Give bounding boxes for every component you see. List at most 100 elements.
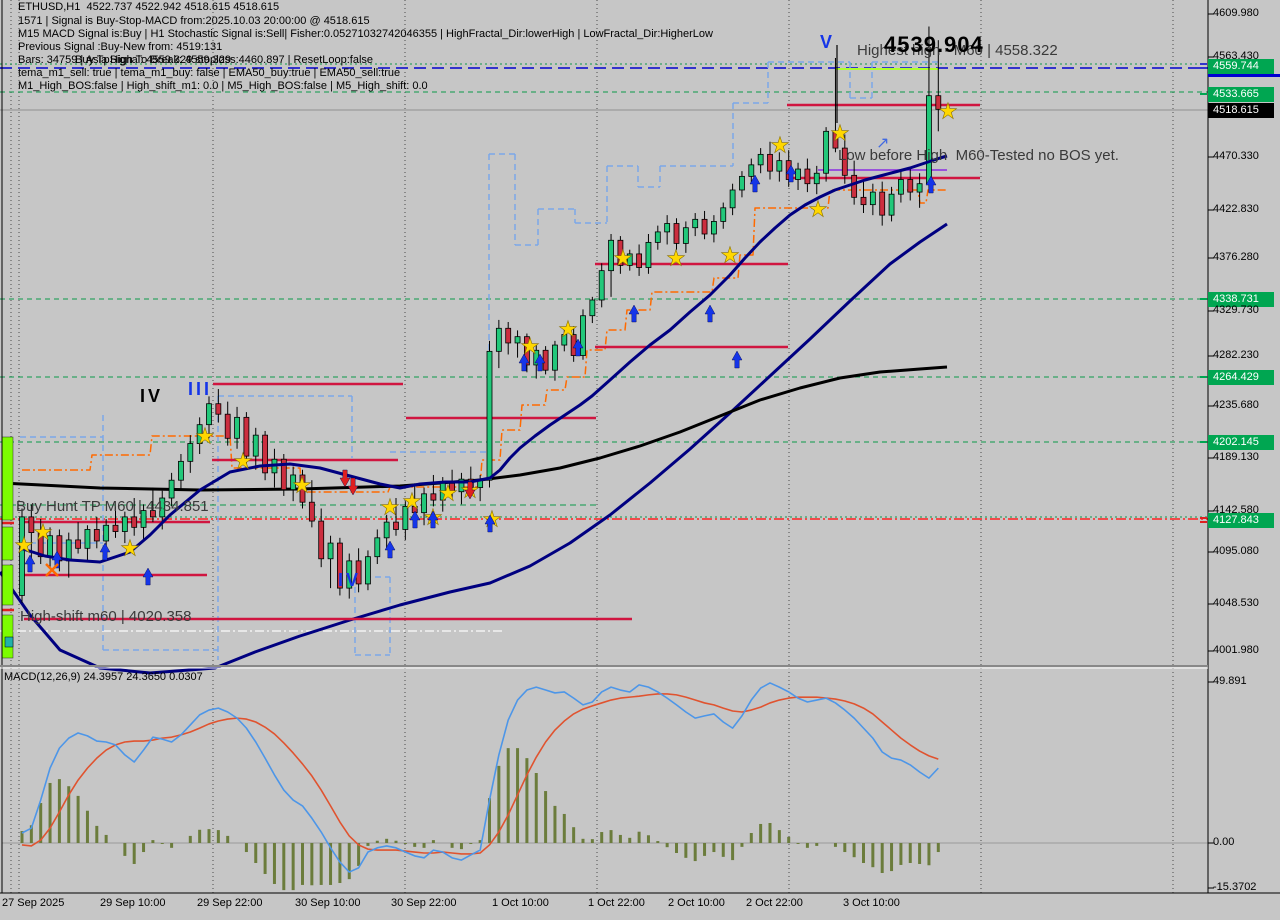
star-signal-icon: ★ — [520, 335, 540, 360]
price-tick-label: 49.891 — [1213, 675, 1247, 687]
buy-arrow-icon — [427, 510, 439, 529]
star-signal-icon: ★ — [938, 100, 958, 125]
left-range-bar — [1, 436, 14, 659]
time-tick-label: 29 Sep 22:00 — [197, 897, 263, 909]
ema-slow-line — [0, 222, 948, 675]
time-tick-label: 1 Oct 10:00 — [492, 897, 549, 909]
time-tick-label: 29 Sep 10:00 — [100, 897, 166, 909]
price-tick-label: 4470.330 — [1213, 150, 1259, 162]
wave-label-iv-1: IV — [140, 386, 164, 406]
price-tick-label: 4264.429 — [1208, 369, 1274, 385]
annotation-low-before-high: Low before High M60-Tested no BOS yet. — [838, 147, 1119, 164]
price-axis[interactable]: 4609.980 4563.430 4559.744 4533.665 4518.615… — [1208, 0, 1280, 893]
macd-indicator-label: MACD(12,26,9) 24.3957 24.3650 0.0307 — [4, 671, 203, 683]
time-tick-label: 2 Oct 22:00 — [746, 897, 803, 909]
time-tick-label: 27 Sep 2025 — [2, 897, 65, 909]
price-tick-label: 4189.130 — [1213, 451, 1259, 463]
buy-arrow-icon — [572, 338, 584, 357]
bars-info-line: Bars: 34759 | Asia High To Break: 4559.3… — [18, 54, 232, 66]
buy-arrow-icon — [704, 304, 716, 323]
sell-arrow-icon — [339, 469, 351, 488]
buy-arrow-icon — [24, 554, 36, 573]
price-tick-label: 4048.530 — [1213, 597, 1259, 609]
time-tick-label: 3 Oct 10:00 — [843, 897, 900, 909]
price-tick-label: 4001.980 — [1213, 644, 1259, 656]
buy-arrow-icon — [484, 514, 496, 533]
buy-arrow-icon — [731, 350, 743, 369]
star-signal-icon: ★ — [808, 198, 828, 223]
bos-status-line: M1_High_BOS:false | High_shift_m1: 0.0 |… — [18, 80, 428, 92]
sell-arrow-icon — [347, 477, 359, 496]
buy-arrow-icon — [628, 304, 640, 323]
star-signal-icon: ★ — [613, 247, 633, 272]
symbol-ohlc-line: ETHUSD,H1 4522.737 4522.942 4518.615 451… — [18, 1, 280, 13]
annotation-high-shift: High-shift m60 | 4020.358 — [20, 608, 192, 625]
signal-markers: ★★★★★★★★★★★★★★★★★★★★★↗ — [14, 99, 958, 586]
previous-signal-line: Previous Signal :Buy-New from: 4519:131 — [18, 41, 223, 53]
tema-status-line: tema_m1_sell: true | tema_m1_buy: false … — [18, 67, 401, 79]
resistance-segments — [24, 68, 980, 621]
buy-arrow-icon — [925, 175, 937, 194]
star-signal-icon: ★ — [380, 496, 400, 521]
star-signal-icon: ★ — [14, 534, 34, 559]
annotation-highest-high: Highest high - M60 | 4558.322 — [857, 42, 1058, 59]
price-tick-label: 4095.080 — [1213, 545, 1259, 557]
star-signal-icon: ★ — [438, 482, 458, 507]
buy-arrow-icon — [99, 542, 111, 561]
sell-arrow-icon — [464, 481, 476, 500]
buy-arrow-icon — [518, 353, 530, 372]
star-signal-icon: ★ — [666, 247, 686, 272]
star-signal-icon: ★ — [558, 318, 578, 343]
price-tick-label: -15.3702 — [1213, 881, 1257, 893]
price-tick-label: 0.00 — [1213, 836, 1235, 848]
star-signal-icon: ★ — [402, 490, 422, 515]
buy-arrow-icon — [409, 510, 421, 529]
pane-frames — [0, 0, 1280, 894]
buy-arrow-icon — [51, 550, 63, 569]
price-tick-label: 4235.680 — [1213, 399, 1259, 411]
price-tick-label: 4609.980 — [1213, 7, 1259, 19]
price-tick-label: 4329.730 — [1213, 304, 1259, 316]
stoploss-info-line: Buy TpSignal: 4559.329 stoploss:4460.897… — [75, 54, 374, 66]
price-tick-label: 4559.744 — [1208, 58, 1274, 74]
wave-label-v: V — [820, 32, 836, 52]
buy-arrow-icon — [142, 567, 154, 586]
price-tick-label: 4282.230 — [1213, 349, 1259, 361]
wave-label-iv-2: IV — [338, 570, 362, 590]
price-tick-label: 4422.830 — [1213, 203, 1259, 215]
wave-label-iii: III — [188, 379, 213, 399]
candlesticks — [19, 26, 942, 603]
price-tick-label: 4127.843 — [1208, 512, 1274, 528]
fractal-channel — [20, 61, 940, 660]
time-tick-label: 30 Sep 10:00 — [295, 897, 361, 909]
price-tick-label: 4518.615 — [1208, 102, 1274, 118]
time-axis[interactable]: 27 Sep 2025 29 Sep 10:00 29 Sep 22:00 30 Se… — [0, 895, 1280, 920]
star-signal-icon: ★ — [720, 244, 740, 269]
ema-fast-line — [19, 154, 948, 564]
macd-pane — [2, 682, 1208, 891]
star-signal-icon: ★ — [33, 521, 53, 546]
star-signal-icon: ★ — [770, 134, 790, 159]
annotation-buy-hunt: Buy Hunt TP M60 | 4434.851 — [16, 498, 209, 515]
grid-lines — [10, 0, 1174, 893]
trailing-stop-line — [22, 189, 947, 493]
star-signal-icon: ★ — [292, 474, 312, 499]
annotation-big-price: 4539.904 — [884, 32, 984, 57]
price-tick-label: 4338.731 — [1208, 291, 1274, 307]
indicator-status-line: M15 MACD Signal is:Buy | H1 Stochastic S… — [18, 28, 713, 40]
buy-arrow-icon — [749, 174, 761, 193]
buy-arrow-icon — [785, 164, 797, 183]
price-tick-label: 4202.145 — [1208, 434, 1274, 450]
time-tick-label: 2 Oct 10:00 — [668, 897, 725, 909]
ne-arrow-icon: ↗ — [876, 133, 889, 152]
buy-arrow-icon — [534, 353, 546, 372]
price-tick-label: 4533.665 — [1208, 86, 1274, 102]
star-signal-icon: ★ — [830, 122, 850, 147]
signal-line: 1571 | Signal is Buy-Stop-MACD from:2025… — [18, 15, 370, 27]
time-tick-label: 1 Oct 22:00 — [588, 897, 645, 909]
star-signal-icon: ★ — [195, 425, 215, 450]
level-underline — [1208, 74, 1280, 77]
buy-arrow-icon — [384, 540, 396, 559]
